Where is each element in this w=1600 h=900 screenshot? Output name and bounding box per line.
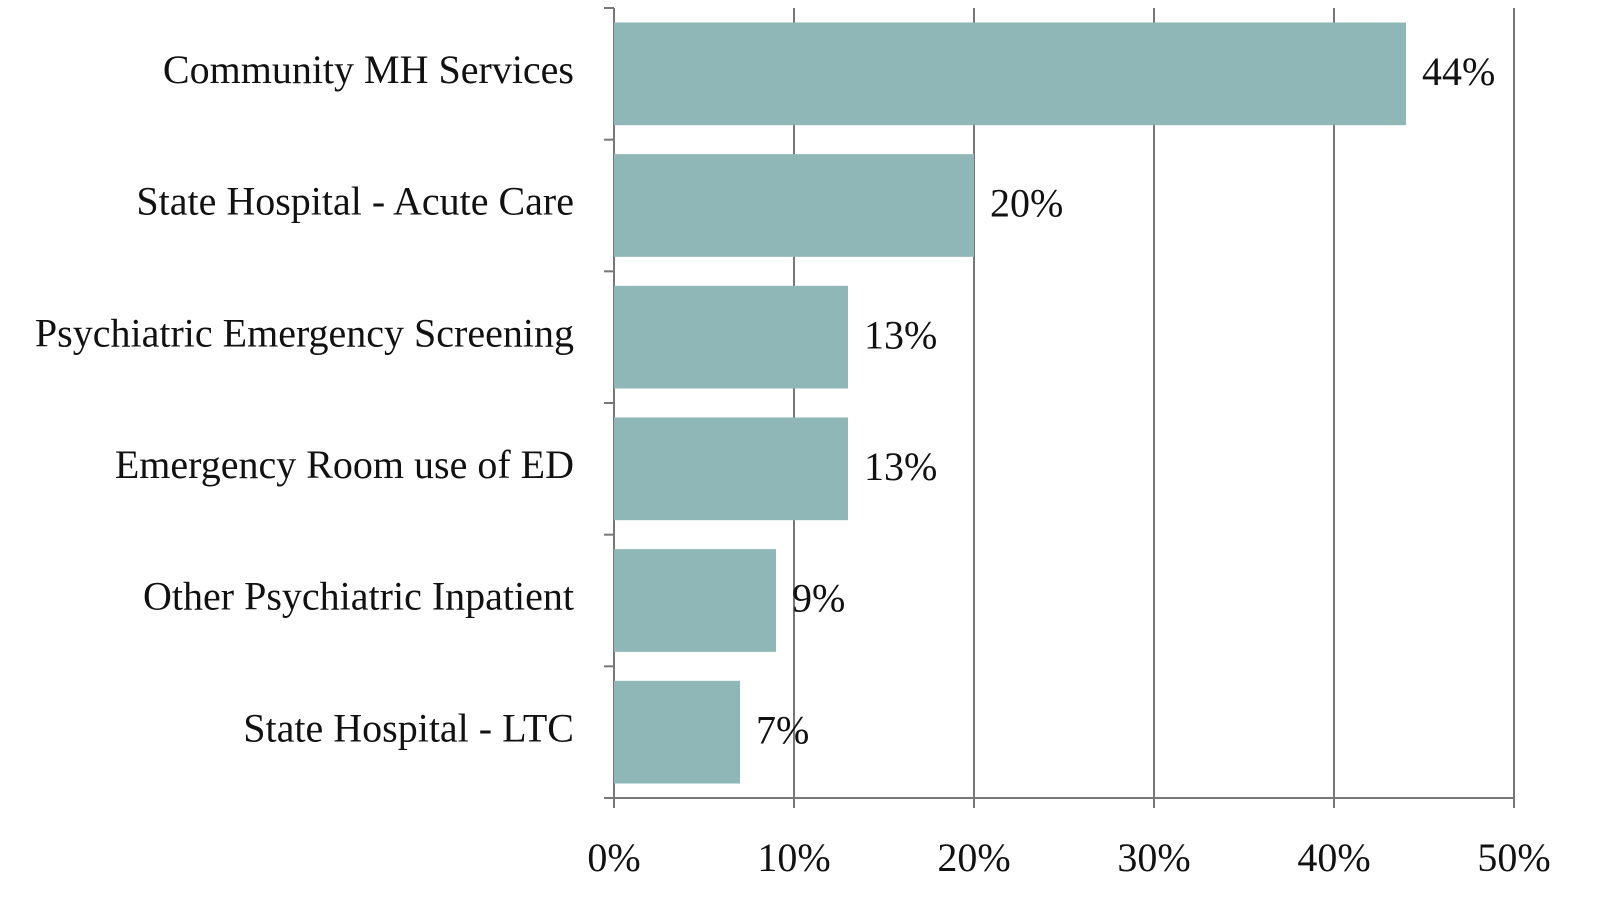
x-tick-label: 30% <box>1117 835 1190 880</box>
x-tick-label: 10% <box>757 835 830 880</box>
bar <box>614 680 740 784</box>
bar <box>614 154 974 257</box>
value-label: 9% <box>792 576 845 621</box>
y-tick-label: Community MH Services <box>163 47 574 92</box>
value-label: 13% <box>864 444 937 489</box>
y-tick-label: State Hospital - LTC <box>243 705 574 750</box>
value-label: 13% <box>864 312 937 357</box>
y-tick-label: Emergency Room use of ED <box>115 442 574 487</box>
y-tick-label: State Hospital - Acute Care <box>136 179 574 224</box>
bar <box>614 285 848 389</box>
value-label: 7% <box>756 707 809 752</box>
bar <box>614 417 848 521</box>
y-tick-label: Other Psychiatric Inpatient <box>143 574 574 619</box>
x-tick-label: 0% <box>587 835 640 880</box>
bar <box>614 549 776 652</box>
bar <box>614 22 1406 126</box>
y-tick-label: Psychiatric Emergency Screening <box>35 310 574 355</box>
x-tick-label: 50% <box>1477 835 1550 880</box>
value-label: 44% <box>1422 49 1495 94</box>
x-tick-label: 40% <box>1297 835 1370 880</box>
x-tick-label: 20% <box>937 835 1010 880</box>
value-label: 20% <box>990 181 1063 226</box>
